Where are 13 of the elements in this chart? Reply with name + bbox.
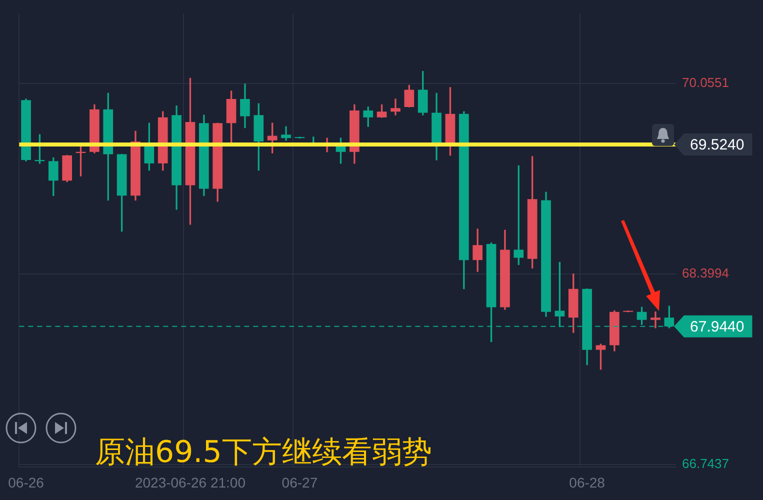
x-tick-label: 06-28 [569, 474, 606, 490]
candlestick [650, 312, 660, 328]
x-tick-label: 2023-06-26 21:00 [134, 474, 246, 490]
y-tick-label: 66.7437 [682, 456, 730, 472]
candlestick [281, 126, 291, 141]
y-tick-label: 68.3994 [682, 266, 730, 281]
x-tick-label: 06-27 [282, 474, 318, 490]
candlestick [390, 98, 400, 116]
ref-line-label: 67.9440 [690, 318, 744, 336]
x-tick-label: 06-26 [8, 474, 44, 490]
annotation: 原油69.5下方继续看弱势 [95, 435, 432, 470]
y-tick-label: 70.0551 [682, 74, 730, 90]
ref-line-label: 69.5240 [690, 136, 744, 154]
